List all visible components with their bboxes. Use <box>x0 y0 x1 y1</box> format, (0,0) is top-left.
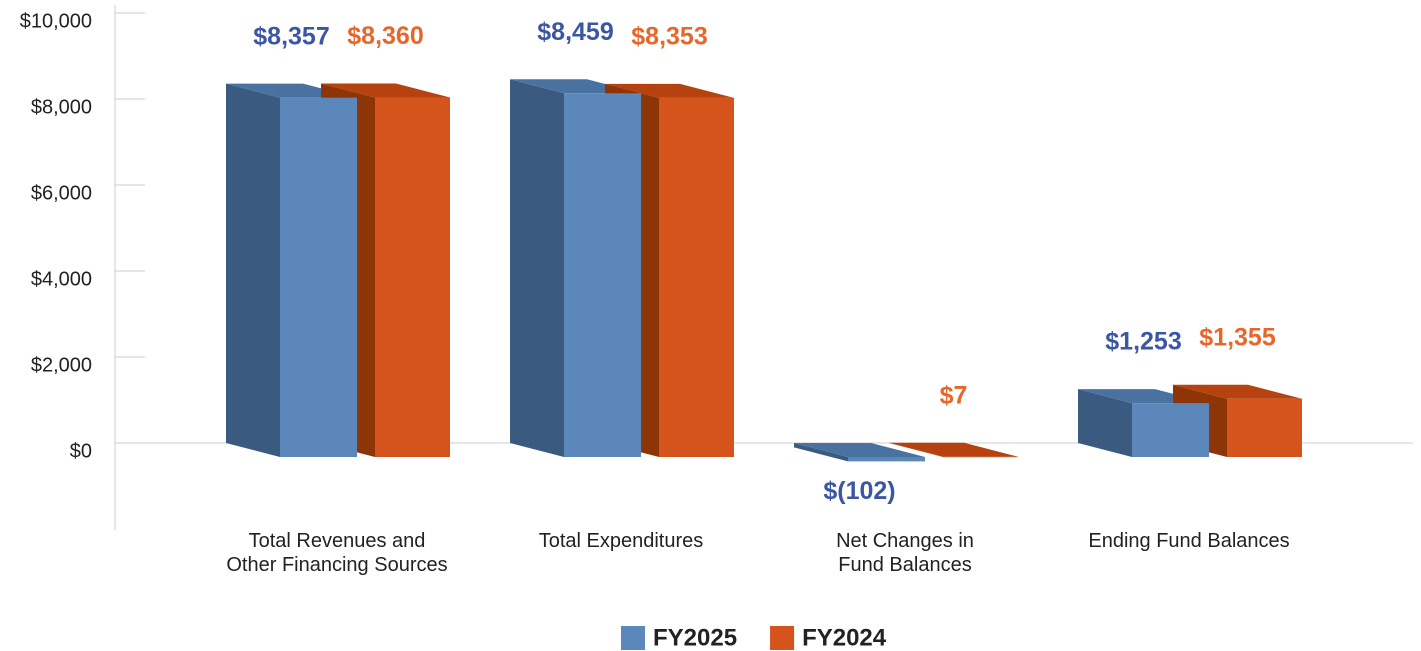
y-tick-label: $10,000 <box>20 10 92 32</box>
value-label: $1,253 <box>1105 328 1181 356</box>
bar-side <box>226 83 280 458</box>
value-label: $8,353 <box>631 22 707 50</box>
bar-side <box>889 442 943 457</box>
x-tick-label: Total Revenues and Other Financing Sourc… <box>226 530 448 576</box>
bar-side <box>1078 389 1132 457</box>
bar <box>659 97 734 458</box>
bar-top <box>605 83 734 98</box>
x-tick-label: Total Expenditures <box>538 530 704 552</box>
bar <box>943 456 1018 458</box>
y-tick-label: $0 <box>70 440 92 462</box>
bar <box>848 457 925 462</box>
value-label: $8,459 <box>537 18 613 46</box>
bar-top <box>321 83 450 98</box>
value-label: $1,355 <box>1199 323 1276 351</box>
bar-top <box>889 442 1018 457</box>
value-label: $7 <box>940 381 968 409</box>
y-tick-label: $4,000 <box>31 268 92 290</box>
bar <box>1227 398 1302 457</box>
bar <box>375 97 450 458</box>
bar <box>1132 403 1209 457</box>
legend-label: FY2025 <box>653 624 737 651</box>
bar-top <box>794 443 925 457</box>
legend-label: FY2024 <box>802 624 887 651</box>
value-label: $8,360 <box>347 22 423 50</box>
x-tick-label: Ending Fund Balances <box>1088 530 1290 552</box>
value-label: $(102) <box>823 477 895 505</box>
bar <box>280 97 357 458</box>
legend-swatch <box>770 626 795 650</box>
bar-top <box>1173 384 1302 399</box>
bar <box>564 93 641 457</box>
bar-side <box>510 79 564 457</box>
legend-swatch <box>621 626 645 650</box>
x-tick-label: Net Changes in Fund Balances <box>836 530 974 576</box>
y-tick-label: $2,000 <box>31 354 92 376</box>
y-tick-label: $8,000 <box>31 96 92 118</box>
y-tick-label: $6,000 <box>31 182 92 204</box>
value-label: $8,357 <box>253 22 329 50</box>
bar-side <box>794 443 848 462</box>
